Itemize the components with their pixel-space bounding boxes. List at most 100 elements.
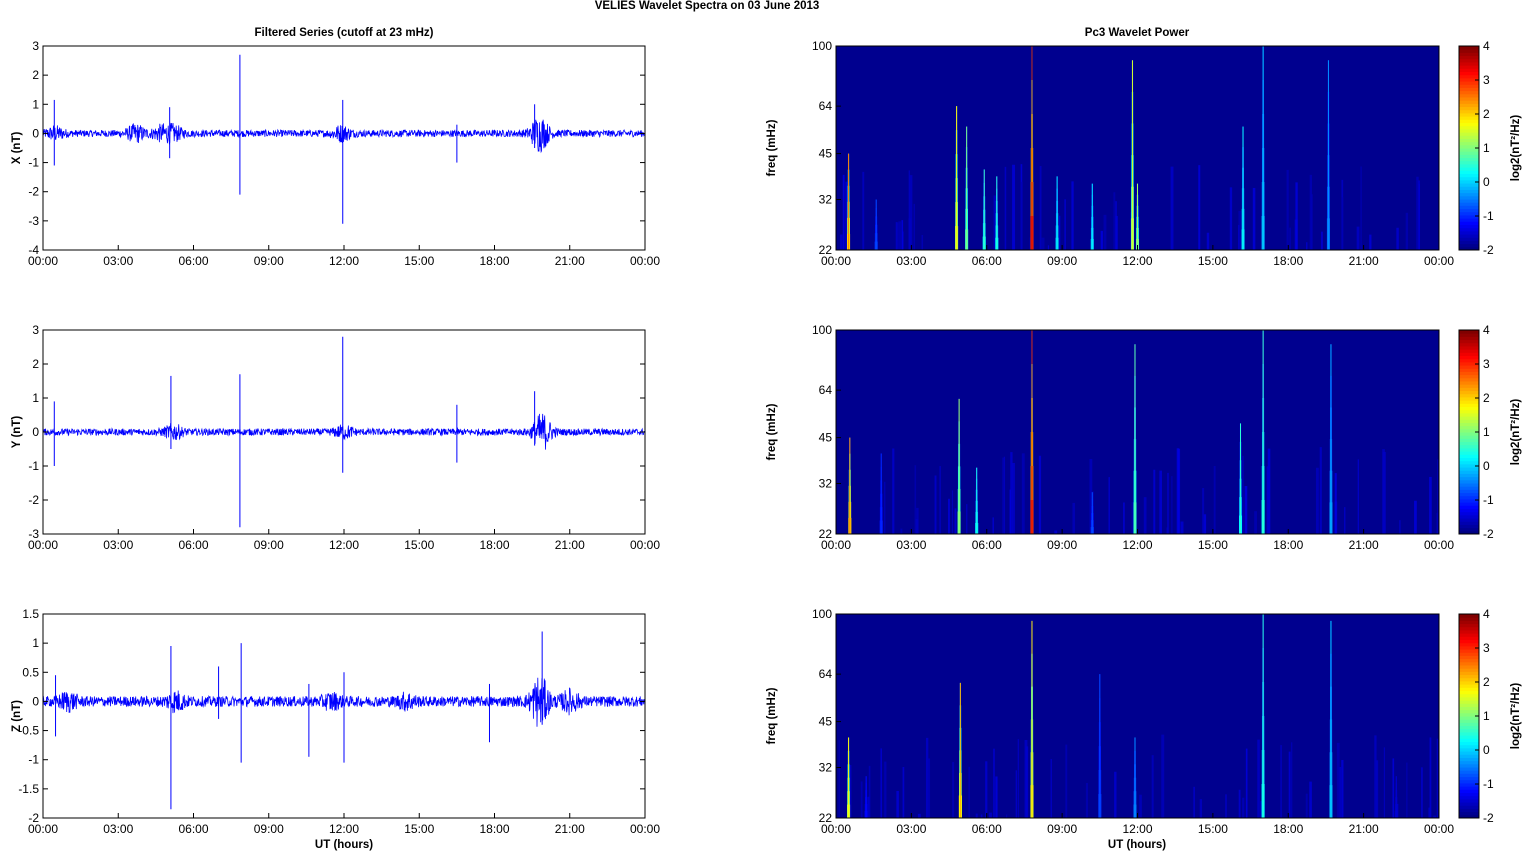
colorbar-cell <box>1459 802 1479 806</box>
colorbar-cell <box>1459 52 1479 57</box>
y-tick-label: 1.5 <box>22 607 39 621</box>
colorbar-tick-label: 4 <box>1483 607 1490 621</box>
colorbar-cell <box>1459 498 1479 503</box>
colorbar-cell <box>1459 795 1479 800</box>
colorbar-cell <box>1459 690 1479 695</box>
colorbar-tick-label: 0 <box>1483 175 1490 189</box>
colorbar: 4 3 2 1 0 -1 -2 log2(nT²/Hz) <box>1458 39 1522 257</box>
colorbar-cell <box>1459 132 1479 136</box>
colorbar-cell <box>1459 179 1479 184</box>
colorbar-cell <box>1459 639 1479 644</box>
x-tick-label: 00:00 <box>1424 538 1454 552</box>
colorbar-cell <box>1459 658 1479 663</box>
x-tick-label: 12:00 <box>329 538 359 552</box>
colorbar-cell <box>1459 428 1479 433</box>
colorbar-cell <box>1459 495 1479 500</box>
y-tick-label: 100 <box>812 323 832 337</box>
colorbar-cell <box>1459 202 1479 206</box>
colorbar-cell <box>1459 674 1479 679</box>
x-tick-label: 12:00 <box>329 822 359 836</box>
colorbar-cell <box>1459 195 1479 200</box>
colorbar-cell <box>1459 419 1479 423</box>
colorbar-cell <box>1459 163 1479 168</box>
colorbar-cell <box>1459 773 1479 778</box>
x-tick-label: 06:00 <box>972 254 1002 268</box>
colorbar-cell <box>1459 381 1479 385</box>
colorbar-cell <box>1459 767 1479 771</box>
colorbar-cell <box>1459 760 1479 765</box>
colorbar-cell <box>1459 116 1479 120</box>
x-tick-label: 21:00 <box>555 254 585 268</box>
colorbar-cell <box>1459 148 1479 152</box>
colorbar-cell <box>1459 151 1479 155</box>
colorbar-cell <box>1459 237 1479 241</box>
colorbar-cell <box>1459 483 1479 487</box>
colorbar-cell <box>1459 221 1479 225</box>
colorbar-cell <box>1459 728 1479 733</box>
x-tick-label: 03:00 <box>103 822 133 836</box>
x-tick-label: 18:00 <box>1273 822 1303 836</box>
y-tick-label: 0 <box>32 126 39 140</box>
colorbar-cell <box>1459 65 1479 69</box>
colorbar-cell <box>1459 652 1479 656</box>
y-tick-label: 0 <box>32 425 39 439</box>
colorbar-cell <box>1459 361 1479 366</box>
colorbar-cell <box>1459 617 1479 621</box>
colorbar-cell <box>1459 473 1479 478</box>
colorbar-cell <box>1459 722 1479 727</box>
colorbar-cell <box>1459 55 1479 60</box>
colorbar-tick-label: 4 <box>1483 39 1490 53</box>
colorbar: 4 3 2 1 0 -1 -2 log2(nT²/Hz) <box>1458 607 1522 825</box>
colorbar-cell <box>1459 87 1479 92</box>
colorbar-cell <box>1459 700 1479 704</box>
y-tick-label: 64 <box>819 383 833 397</box>
colorbar-cell <box>1459 671 1479 676</box>
colorbar-cell <box>1459 626 1479 631</box>
colorbar-cell <box>1459 805 1479 809</box>
colorbar-cell <box>1459 377 1479 382</box>
colorbar-tick-label: -1 <box>1483 493 1494 507</box>
colorbar-cell <box>1459 811 1479 816</box>
colorbar-cell <box>1459 409 1479 414</box>
colorbar-cell <box>1459 109 1479 114</box>
colorbar-cell <box>1459 345 1479 350</box>
y-tick-label: 1 <box>32 391 39 405</box>
colorbar-cell <box>1459 154 1479 159</box>
colorbar-cell <box>1459 84 1479 88</box>
colorbar-cell <box>1459 422 1479 427</box>
colorbar-cell <box>1459 693 1479 698</box>
colorbar-cell <box>1459 128 1479 133</box>
left-xlabel: UT (hours) <box>315 839 373 851</box>
colorbar-tick-label: 3 <box>1483 641 1490 655</box>
colorbar-cell <box>1459 224 1479 229</box>
colorbar-cell <box>1459 352 1479 356</box>
colorbar-cell <box>1459 492 1479 497</box>
colorbar-cell <box>1459 100 1479 104</box>
colorbar-cell <box>1459 387 1479 392</box>
colorbar-cell <box>1459 744 1479 749</box>
colorbar-cell <box>1459 412 1479 417</box>
colorbar-cell <box>1459 46 1479 50</box>
colorbar-cell <box>1459 103 1479 108</box>
colorbar-cell <box>1459 330 1479 334</box>
colorbar-cell <box>1459 365 1479 369</box>
x-tick-label: 18:00 <box>1273 538 1303 552</box>
x-tick-label: 18:00 <box>1273 254 1303 268</box>
x-tick-label: 03:00 <box>896 822 926 836</box>
y-axis-label: freq (mHz) <box>766 119 778 176</box>
colorbar-cell <box>1459 757 1479 762</box>
colorbar-cell <box>1459 451 1479 455</box>
y-tick-label: 22 <box>819 811 833 825</box>
colorbar-cell <box>1459 339 1479 344</box>
x-tick-label: 06:00 <box>972 538 1002 552</box>
colorbar-cell <box>1459 754 1479 758</box>
colorbar-cell <box>1459 205 1479 210</box>
colorbar-cell <box>1459 425 1479 430</box>
colorbar-cell <box>1459 776 1479 781</box>
colorbar-cell <box>1459 384 1479 388</box>
colorbar-cell <box>1459 524 1479 529</box>
y-axis-label: X (nT) <box>11 132 23 165</box>
colorbar-cell <box>1459 441 1479 446</box>
y-tick-label: 0.5 <box>22 665 39 679</box>
